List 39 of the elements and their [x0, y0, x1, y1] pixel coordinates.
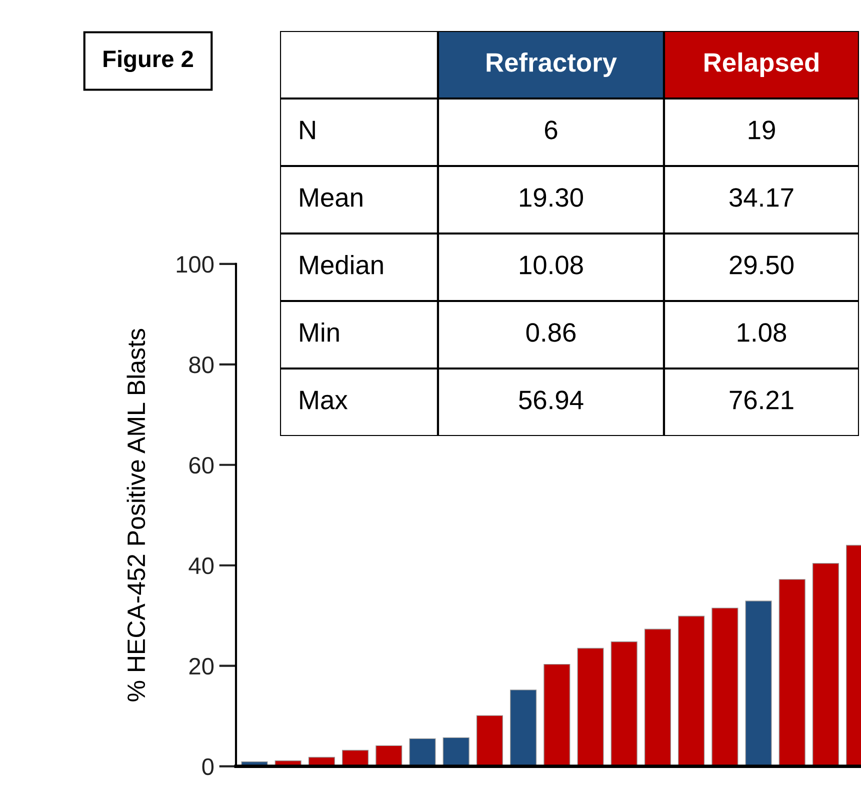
text: 1.08 — [738, 323, 786, 342]
text: 29.50 — [730, 256, 794, 274]
category-label: Mean — [300, 188, 362, 207]
bar — [712, 608, 738, 766]
category-label: Min — [300, 322, 339, 342]
text: 10.08 — [520, 256, 583, 274]
category-label: Median — [300, 254, 383, 274]
bar — [476, 715, 503, 766]
text: 34.17 — [729, 188, 794, 207]
y-axis-title: % HECA-452 Positive AML Blasts — [126, 328, 146, 702]
bar — [577, 648, 604, 766]
bar — [812, 563, 840, 766]
category-label: Refractory — [486, 52, 617, 78]
bar — [610, 641, 638, 766]
text: 76.21 — [730, 390, 794, 410]
y-tick-label: 40 — [188, 557, 214, 574]
bar — [376, 745, 402, 766]
text: 56.94 — [519, 390, 584, 410]
bar — [678, 616, 705, 766]
category-label: N — [300, 120, 315, 140]
text: 6 — [545, 120, 558, 140]
y-tick-label: 80 — [189, 356, 214, 374]
bar — [644, 628, 671, 766]
bar — [745, 600, 772, 766]
text: 0.86 — [526, 323, 576, 342]
bar — [778, 579, 806, 766]
category-label: Max — [300, 390, 348, 410]
bar — [544, 664, 570, 766]
y-tick-label: 60 — [189, 456, 214, 474]
bar — [510, 690, 537, 766]
chart-title: Figure 2 — [104, 50, 193, 72]
category-label: Relapsed — [704, 52, 818, 78]
bar — [409, 738, 436, 766]
bar — [442, 737, 470, 766]
text: 19 — [748, 120, 775, 140]
y-tick-label: 20 — [189, 658, 214, 675]
text: 19.30 — [520, 188, 583, 207]
y-tick-label: 0 — [202, 758, 214, 776]
y-tick-label: 100 — [176, 256, 214, 273]
